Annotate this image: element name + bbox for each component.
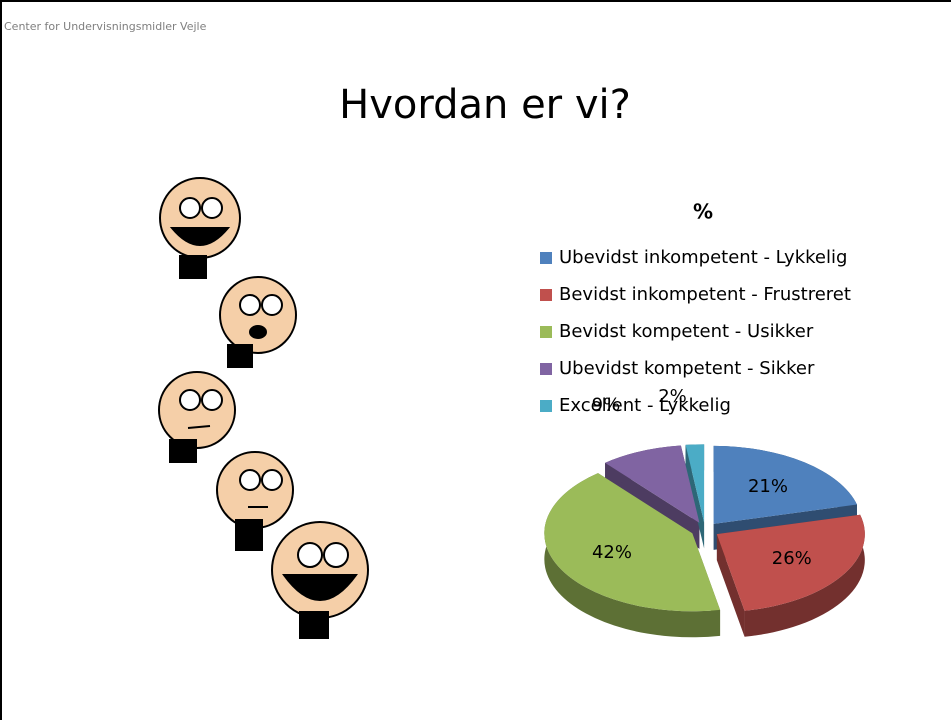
legend-label: Bevidst inkompetent - Frustreret	[559, 284, 851, 305]
data-label: 9%	[592, 394, 621, 415]
slide-header: Center for Undervisningsmidler Vejle	[4, 20, 207, 33]
page: Center for Undervisningsmidler Vejle Hvo…	[0, 0, 951, 720]
data-label: 2%	[658, 386, 687, 407]
legend-label: Bevidst kompetent - Usikker	[559, 321, 814, 342]
chart-title: %	[693, 200, 713, 224]
data-label: 42%	[592, 542, 632, 563]
legend-swatch	[540, 326, 552, 338]
slide-title: Hvordan er vi?	[339, 82, 631, 128]
data-label: 26%	[772, 548, 812, 569]
legend-swatch	[540, 400, 552, 412]
legend-swatch	[540, 363, 552, 375]
legend-label: Excellent - Lykkelig	[559, 395, 731, 416]
data-label: 21%	[748, 476, 788, 497]
slide: Center for Undervisningsmidler Vejle Hvo…	[0, 0, 951, 720]
legend-swatch	[540, 289, 552, 301]
legend-label: Ubevidst inkompetent - Lykkelig	[559, 247, 847, 268]
legend-swatch	[540, 252, 552, 264]
legend-label: Ubevidst kompetent - Sikker	[559, 358, 815, 379]
